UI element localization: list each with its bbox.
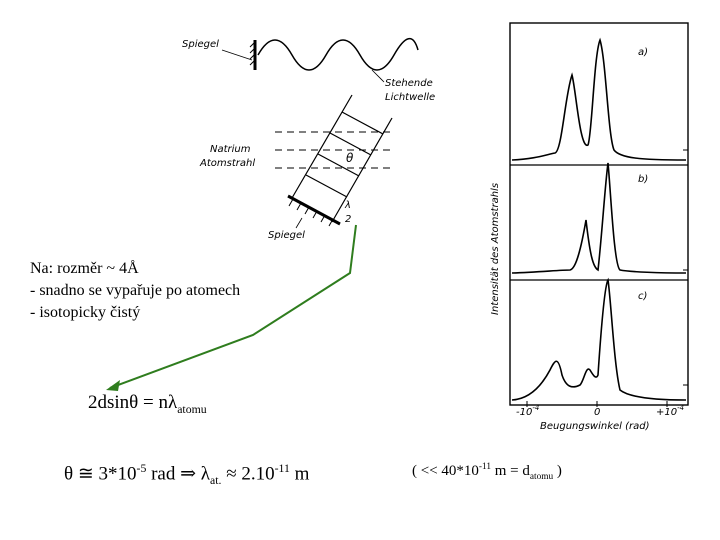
xtick-right: +10-4 xyxy=(656,404,684,418)
note-line-2: - snadno se vypařuje po atomech xyxy=(30,282,241,299)
panel-label-c: c) xyxy=(638,291,647,302)
beam-label-1: Natrium xyxy=(210,144,251,155)
pointer-arrowhead xyxy=(106,380,120,391)
top-mirror-hatch xyxy=(249,41,256,66)
standing-wave xyxy=(257,38,419,71)
y-axis-label: Intensität des Atomstrahls xyxy=(490,183,501,315)
bottom-mirror xyxy=(287,194,341,226)
standing-wave-box xyxy=(291,94,393,223)
note-line-1: Na: rozměr ~ 4Å xyxy=(30,260,139,277)
panel-label-a: a) xyxy=(638,47,648,58)
atom-size-comparison: ( << 40*10-11 m = datomu ) xyxy=(412,462,562,482)
side-ticks xyxy=(683,149,688,386)
lambda-label: λ xyxy=(344,200,351,211)
bottom-mirror-leader xyxy=(295,217,303,229)
bragg-equation: 2dsinθ = nλatomu xyxy=(88,392,207,416)
diffraction-plot: a) b) c) -10-4 0 +10-4 Beugungswinkel (r… xyxy=(490,22,689,432)
wave-label-2: Lichtwelle xyxy=(385,92,435,103)
pointer-arrow xyxy=(109,224,357,389)
beam-label-2: Atomstrahl xyxy=(199,158,255,169)
x-ticks xyxy=(526,401,668,407)
x-axis-label: Beugungswinkel (rad) xyxy=(540,421,650,432)
panel-label-b: b) xyxy=(638,174,648,185)
bottom-mirror-hatch xyxy=(288,198,334,227)
xtick-mid: 0 xyxy=(594,407,600,418)
bottom-mirror-label: Spiegel xyxy=(268,230,305,241)
plot-frame xyxy=(509,22,689,406)
two-label: 2 xyxy=(345,214,351,225)
curve-b xyxy=(511,162,687,274)
wave-leader xyxy=(371,69,385,83)
top-mirror-label: Spiegel xyxy=(182,39,219,50)
top-mirror-leader xyxy=(221,49,253,61)
sodium-notes: Na: rozměr ~ 4Å - snadno se vypařuje po a… xyxy=(30,258,240,324)
xtick-left: -10-4 xyxy=(516,404,539,418)
curve-a xyxy=(511,37,687,161)
wavelength-estimate: θ ≅ 3*10-5 rad ⇒ λat. ≈ 2.10-11 m xyxy=(64,462,310,488)
atom-beam xyxy=(275,131,395,169)
theta-label: θ xyxy=(346,151,354,165)
curve-c xyxy=(511,277,687,401)
wave-label-1: Stehende xyxy=(385,78,433,89)
note-line-3: - isotopicky čistý xyxy=(30,304,141,321)
